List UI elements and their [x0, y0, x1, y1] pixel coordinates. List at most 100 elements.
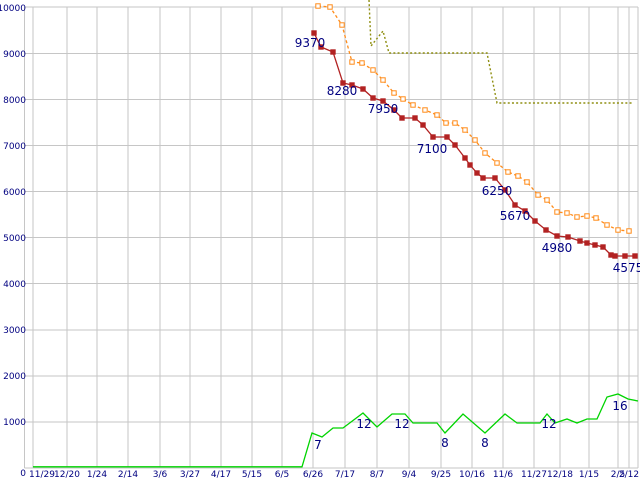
y-tick-label-1000: 1000 — [3, 418, 26, 428]
orange-dashed-marker — [584, 213, 590, 219]
red-solid-marker — [391, 107, 397, 113]
orange-dashed-marker — [564, 210, 570, 216]
x-tick-label-1-24: 1/24 — [87, 470, 107, 480]
orange-dashed-marker — [349, 59, 355, 65]
callout-red-solid-7950: 7950 — [368, 102, 399, 116]
callout-green-solid-12: 12 — [394, 417, 409, 431]
red-solid-marker — [330, 49, 336, 55]
callout-red-solid-6250: 6250 — [482, 184, 513, 198]
x-tick-label-9-4: 9/4 — [402, 470, 417, 480]
x-tick-label-1-15: 1/15 — [579, 470, 599, 480]
callout-green-solid-12: 12 — [541, 417, 556, 431]
red-solid-marker — [612, 253, 618, 259]
callout-red-solid-8280: 8280 — [327, 84, 358, 98]
red-solid-marker — [600, 244, 606, 250]
x-tick-label-6-26: 6/26 — [303, 470, 323, 480]
callout-red-solid-9370: 9370 — [295, 36, 326, 50]
x-tick-label-2-5: 2/5 — [611, 470, 625, 480]
y-tick-label-2000: 2000 — [3, 372, 26, 382]
orange-dashed-marker — [370, 67, 376, 73]
x-tick-label-12-18: 12/18 — [547, 470, 573, 480]
red-solid-marker — [543, 227, 549, 233]
y-tick-label-3000: 3000 — [3, 326, 26, 336]
red-solid-marker — [311, 30, 317, 36]
orange-dashed-marker — [615, 227, 621, 233]
orange-dashed-marker — [422, 107, 428, 113]
x-tick-label-3-6: 3/6 — [153, 470, 168, 480]
orange-dashed-marker — [515, 173, 521, 179]
y-tick-label-10000: 10000 — [0, 4, 26, 14]
red-solid-marker — [512, 202, 518, 208]
orange-dashed-marker — [494, 160, 500, 166]
y-tick-label-6000: 6000 — [3, 188, 26, 198]
red-solid-marker — [349, 82, 355, 88]
callout-green-solid-16: 16 — [612, 399, 627, 413]
orange-dashed-marker — [327, 4, 333, 10]
red-solid-marker — [318, 44, 324, 50]
red-solid-marker — [474, 170, 480, 176]
x-tick-label-8-7: 8/7 — [370, 470, 384, 480]
y-tick-label-4000: 4000 — [3, 280, 26, 290]
callout-red-solid-7100: 7100 — [417, 142, 448, 156]
callout-red-solid-4575: 4575 — [613, 261, 640, 275]
callout-green-solid-7: 7 — [314, 438, 322, 452]
x-tick-label-2-14: 2/14 — [118, 470, 138, 480]
red-solid-marker — [380, 98, 386, 104]
red-solid-marker — [370, 95, 376, 101]
orange-dashed-marker — [524, 179, 530, 185]
x-tick-label-2-12: 2/12 — [619, 470, 639, 480]
orange-dashed-marker — [391, 90, 397, 96]
orange-dashed-marker — [472, 137, 478, 143]
orange-dashed-line — [317, 5, 630, 232]
x-tick-label-11-6: 11/6 — [493, 470, 513, 480]
y-tick-label-8000: 8000 — [3, 96, 26, 106]
y-tick-label-5000: 5000 — [3, 234, 26, 244]
orange-dashed-marker — [604, 222, 610, 228]
orange-dashed-marker — [339, 22, 345, 28]
red-solid-marker — [360, 86, 366, 92]
y-tick-label-0: 0 — [20, 469, 26, 479]
red-solid-marker — [592, 242, 598, 248]
callout-red-solid-5670: 5670 — [500, 209, 531, 223]
red-solid-marker — [340, 80, 346, 86]
orange-dashed-marker — [452, 120, 458, 126]
red-solid-marker — [467, 162, 473, 168]
orange-dashed-marker — [443, 120, 449, 126]
red-solid-marker — [430, 134, 436, 140]
red-solid-marker — [444, 134, 450, 140]
red-solid-marker — [584, 240, 590, 246]
green-solid-line — [33, 393, 639, 468]
red-solid-marker — [412, 115, 418, 121]
red-solid-marker — [622, 253, 628, 259]
orange-dashed-marker — [535, 192, 541, 198]
x-tick-label-5-15: 5/15 — [242, 470, 262, 480]
orange-dashed-marker — [574, 214, 580, 220]
callout-green-solid-8: 8 — [441, 436, 449, 450]
orange-dashed-marker — [359, 60, 365, 66]
red-solid-marker — [462, 155, 468, 161]
x-tick-label-4-17: 4/17 — [211, 470, 231, 480]
orange-dashed-marker — [410, 102, 416, 108]
orange-dashed-marker — [626, 228, 632, 234]
orange-dashed-marker — [593, 215, 599, 221]
olive-step-line — [368, 0, 633, 104]
orange-dashed-marker — [462, 127, 468, 133]
x-tick-label-3-27: 3/27 — [180, 470, 200, 480]
red-solid-marker — [492, 175, 498, 181]
red-solid-marker — [565, 234, 571, 240]
y-tick-label-9000: 9000 — [3, 50, 26, 60]
red-solid-marker — [577, 238, 583, 244]
x-tick-label-11-27: 11/27 — [521, 470, 547, 480]
x-tick-label-7-17: 7/17 — [335, 470, 355, 480]
orange-dashed-marker — [544, 197, 550, 203]
red-solid-marker — [420, 122, 426, 128]
orange-dashed-marker — [380, 77, 386, 83]
orange-dashed-marker — [434, 112, 440, 118]
red-solid-marker — [480, 175, 486, 181]
orange-dashed-marker — [315, 3, 321, 9]
x-tick-label-10-16: 10/16 — [459, 470, 485, 480]
orange-dashed-marker — [554, 209, 560, 215]
callout-green-solid-12: 12 — [356, 417, 371, 431]
x-tick-label-12-20: 12/20 — [54, 470, 80, 480]
